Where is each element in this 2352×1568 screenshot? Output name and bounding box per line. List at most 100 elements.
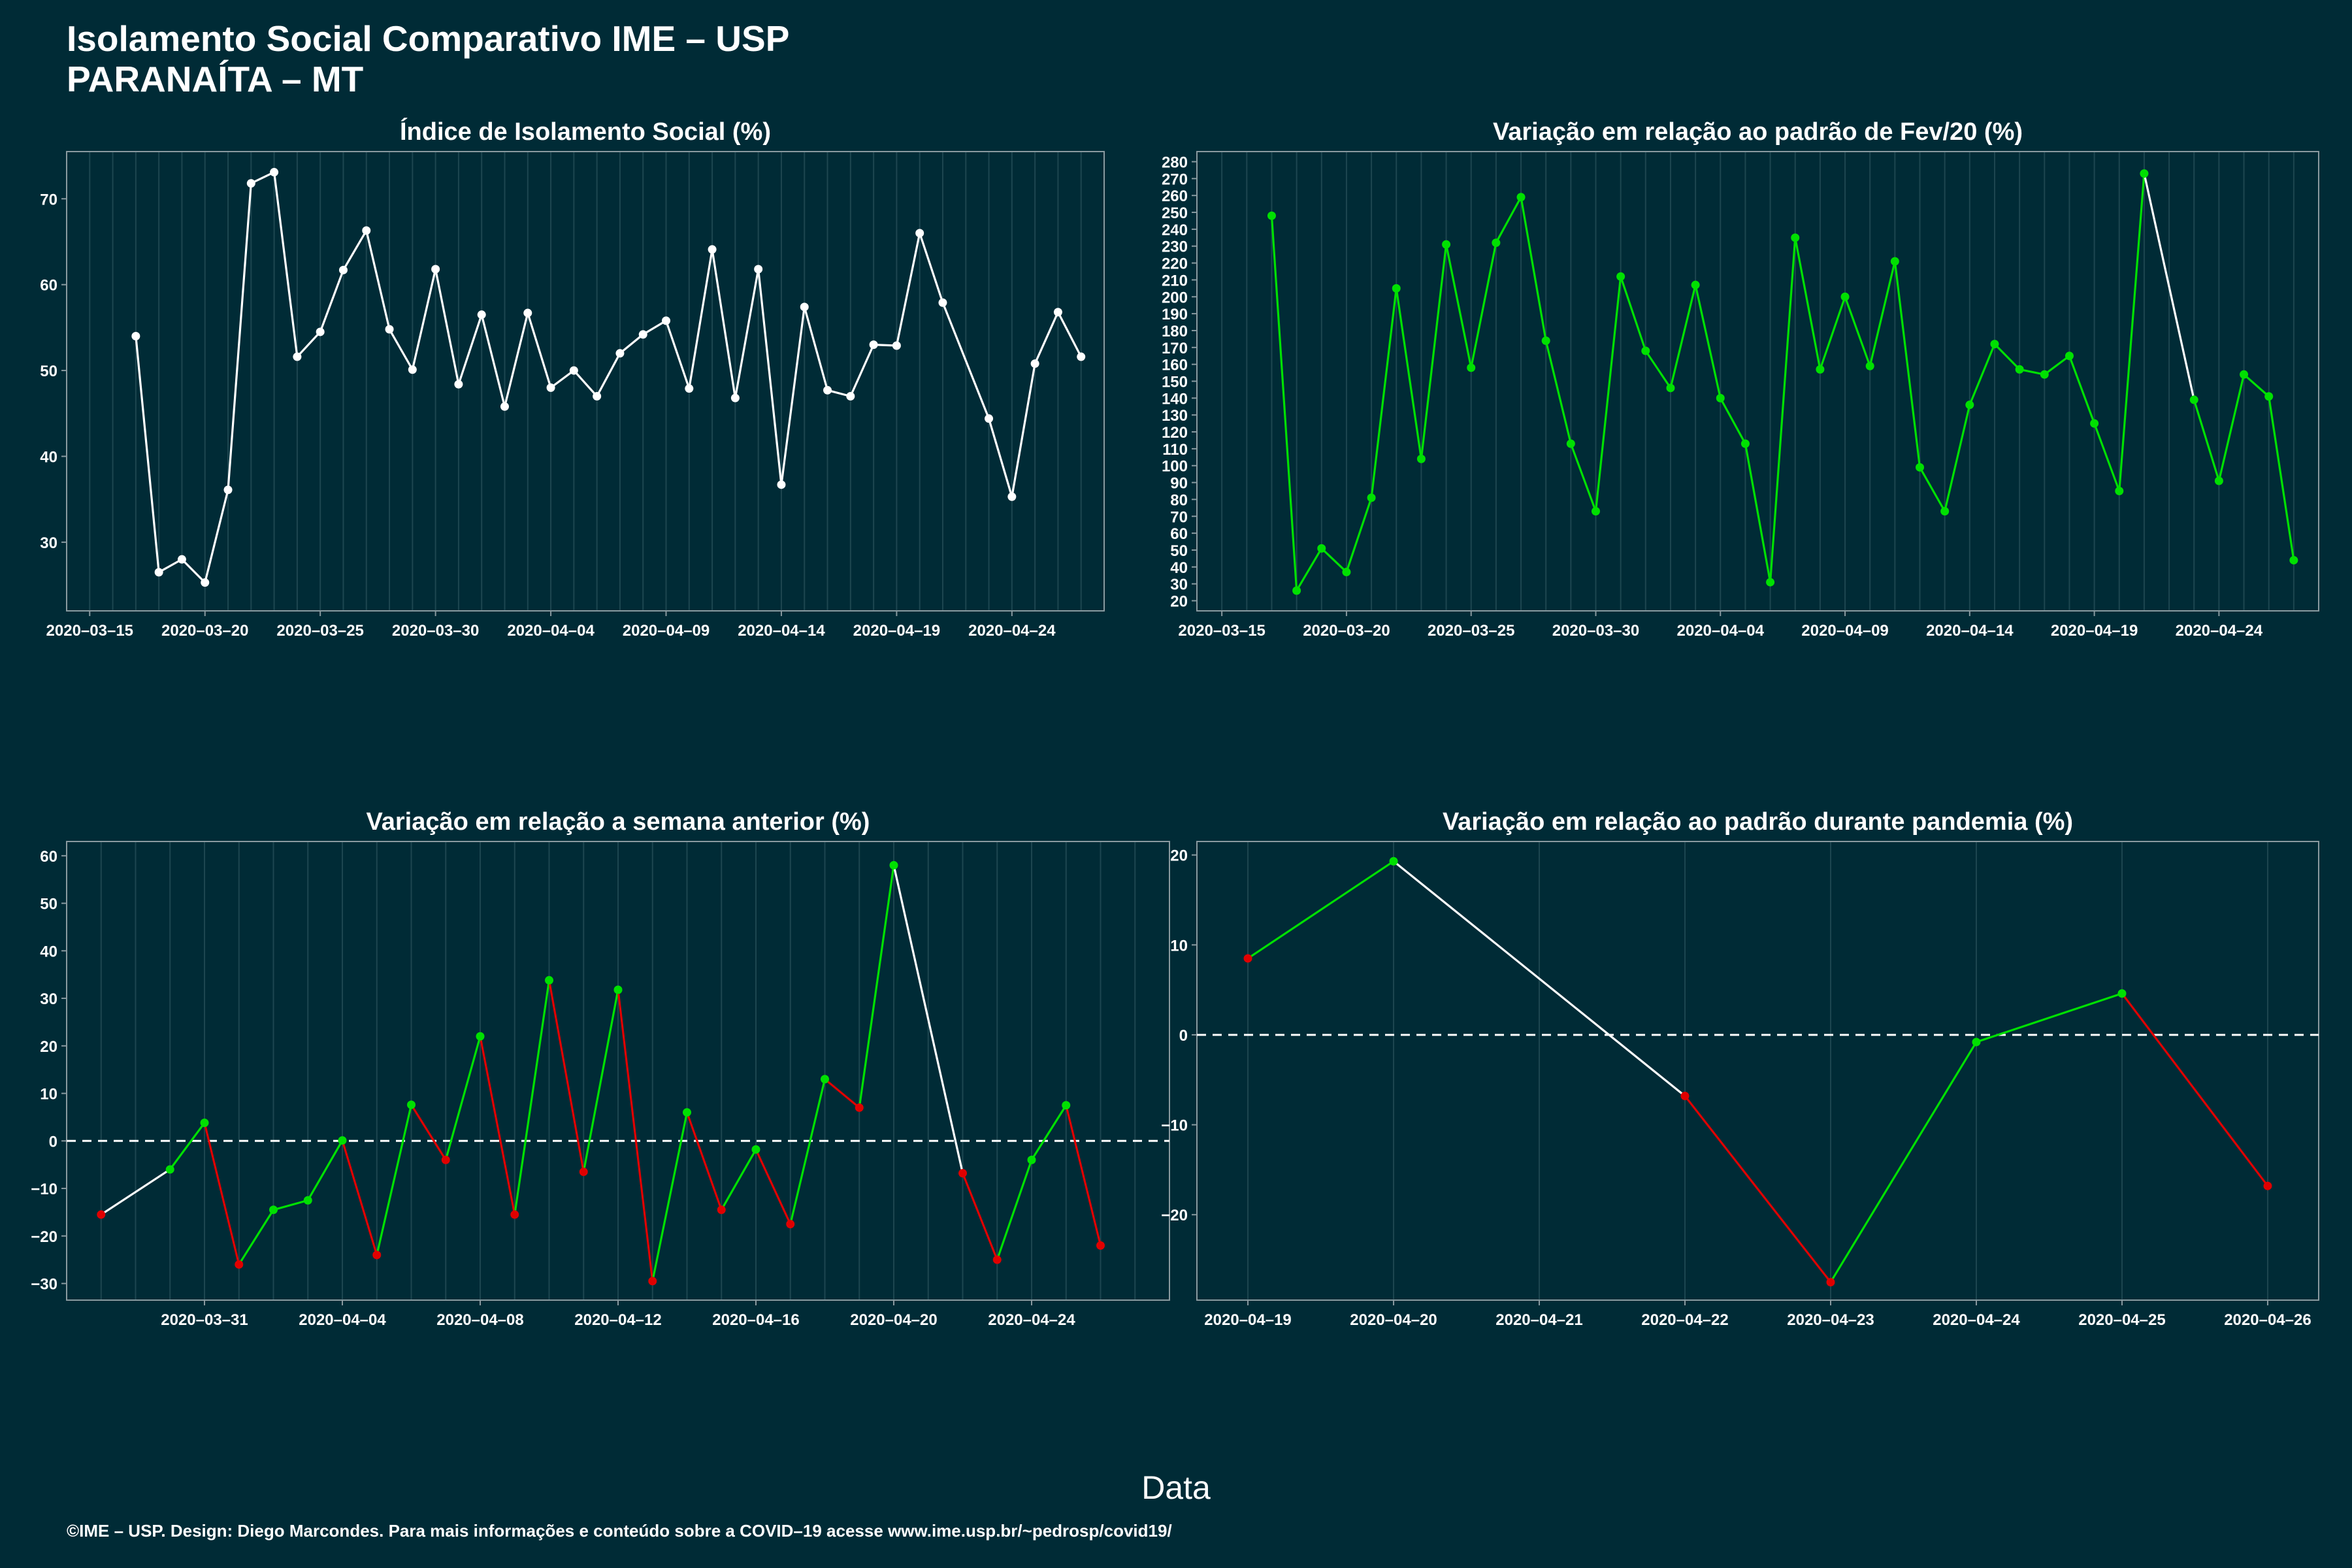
series-segment (642, 319, 668, 336)
x-tick-label: 2020–04–24 (1933, 1311, 2020, 1329)
data-point (235, 1260, 244, 1269)
data-point (1516, 193, 1526, 202)
series-segment (100, 1168, 171, 1216)
data-point (97, 1210, 106, 1219)
data-point (730, 393, 740, 402)
series-segment (1420, 243, 1448, 460)
y-tick-label: 40 (40, 943, 57, 960)
series-segment (434, 268, 460, 385)
data-point (408, 365, 417, 374)
data-point (685, 384, 694, 393)
series-segment (572, 369, 598, 398)
series-segment (596, 352, 621, 398)
y-tick-label: 60 (1170, 525, 1188, 543)
series-segment (227, 182, 252, 491)
data-point (638, 330, 647, 339)
series-segment (617, 988, 654, 1282)
x-tick-label: 2020–04–22 (1641, 1311, 1728, 1329)
data-point (372, 1250, 382, 1260)
data-point (992, 1255, 1002, 1264)
series-segment (1392, 860, 1686, 1098)
data-point (303, 1196, 312, 1205)
data-point (1865, 361, 1874, 370)
data-point (1292, 586, 1301, 595)
series-segment (135, 335, 160, 574)
data-point (915, 229, 924, 238)
series-segment (892, 864, 964, 1175)
series-segment (1370, 287, 1397, 499)
series-segment (1296, 547, 1323, 592)
x-tick-label: 2020–04–25 (2078, 1311, 2165, 1329)
data-point (1442, 240, 1451, 249)
series-segment (685, 1111, 723, 1211)
series-segment (2193, 399, 2220, 482)
series-segment (823, 1078, 860, 1109)
data-point (510, 1210, 519, 1219)
data-point (431, 265, 440, 274)
y-tick-label: 230 (1162, 238, 1188, 256)
x-tick-label: 2020–04–23 (1787, 1311, 1874, 1329)
series-segment (306, 1139, 344, 1201)
x-tick-label: 2020–03–25 (1428, 622, 1514, 640)
data-point (1990, 340, 1999, 349)
series-segment (919, 232, 944, 304)
x-tick-label: 2020–03–20 (161, 622, 248, 640)
series-segment (169, 1122, 206, 1171)
y-tick-label: 20 (40, 1038, 57, 1056)
series-segment (1247, 860, 1395, 960)
series-segment (582, 988, 619, 1173)
series-segment (757, 268, 783, 486)
series-segment (296, 331, 321, 358)
x-tick-label: 2020–04–14 (1926, 622, 2014, 640)
x-tick-label: 2020–04–04 (299, 1311, 386, 1329)
y-tick-label: 50 (40, 896, 57, 913)
plot-frame (66, 151, 1105, 612)
data-point (200, 1119, 209, 1128)
y-tick-label: 250 (1162, 204, 1188, 222)
data-point (1243, 954, 1252, 963)
data-point (1342, 568, 1351, 577)
y-tick-label: 50 (40, 363, 57, 380)
series-segment (1975, 992, 2123, 1043)
y-tick-label: 150 (1162, 374, 1188, 391)
series-segment (1794, 237, 1821, 371)
series-segment (514, 979, 551, 1216)
data-point (1940, 507, 1950, 516)
series-segment (388, 328, 414, 371)
data-point (1826, 1277, 1835, 1286)
data-point (786, 1220, 795, 1229)
x-tick-label: 2020–04–19 (1204, 1311, 1291, 1329)
y-tick-label: −10 (1161, 1117, 1188, 1135)
data-point (2264, 392, 2274, 401)
series-segment (341, 1139, 378, 1256)
series-segment (664, 319, 691, 390)
y-tick-label: 50 (1170, 542, 1188, 560)
data-point (1716, 393, 1725, 402)
y-tick-label: 160 (1162, 357, 1188, 374)
x-tick-label: 2020–04–08 (436, 1311, 523, 1329)
x-tick-label: 2020–03–15 (1178, 622, 1265, 640)
chart-title: Variação em relação a semana anterior (%… (367, 808, 870, 836)
data-point (2015, 365, 2024, 374)
series-segment (1769, 237, 1797, 583)
data-point (545, 975, 553, 985)
data-point (362, 226, 371, 235)
series-segment (2217, 373, 2246, 482)
y-tick-label: 10 (1170, 937, 1188, 955)
x-tick-label: 2020–04–09 (623, 622, 710, 640)
data-point (316, 327, 325, 336)
title-line-1: Isolamento Social Comparativo IME – USP (67, 18, 790, 59)
data-point (2040, 370, 2049, 379)
chart-title: Índice de Isolamento Social (%) (400, 117, 771, 146)
y-tick-label: −10 (31, 1181, 57, 1198)
series-segment (2121, 992, 2269, 1187)
data-point (1467, 363, 1476, 372)
series-segment (1968, 343, 1996, 406)
y-tick-label: 270 (1162, 171, 1188, 188)
data-point (441, 1155, 450, 1164)
data-point (1367, 493, 1376, 502)
data-point (1030, 359, 1039, 368)
data-point (2090, 419, 2099, 428)
series-segment (1719, 397, 1747, 445)
